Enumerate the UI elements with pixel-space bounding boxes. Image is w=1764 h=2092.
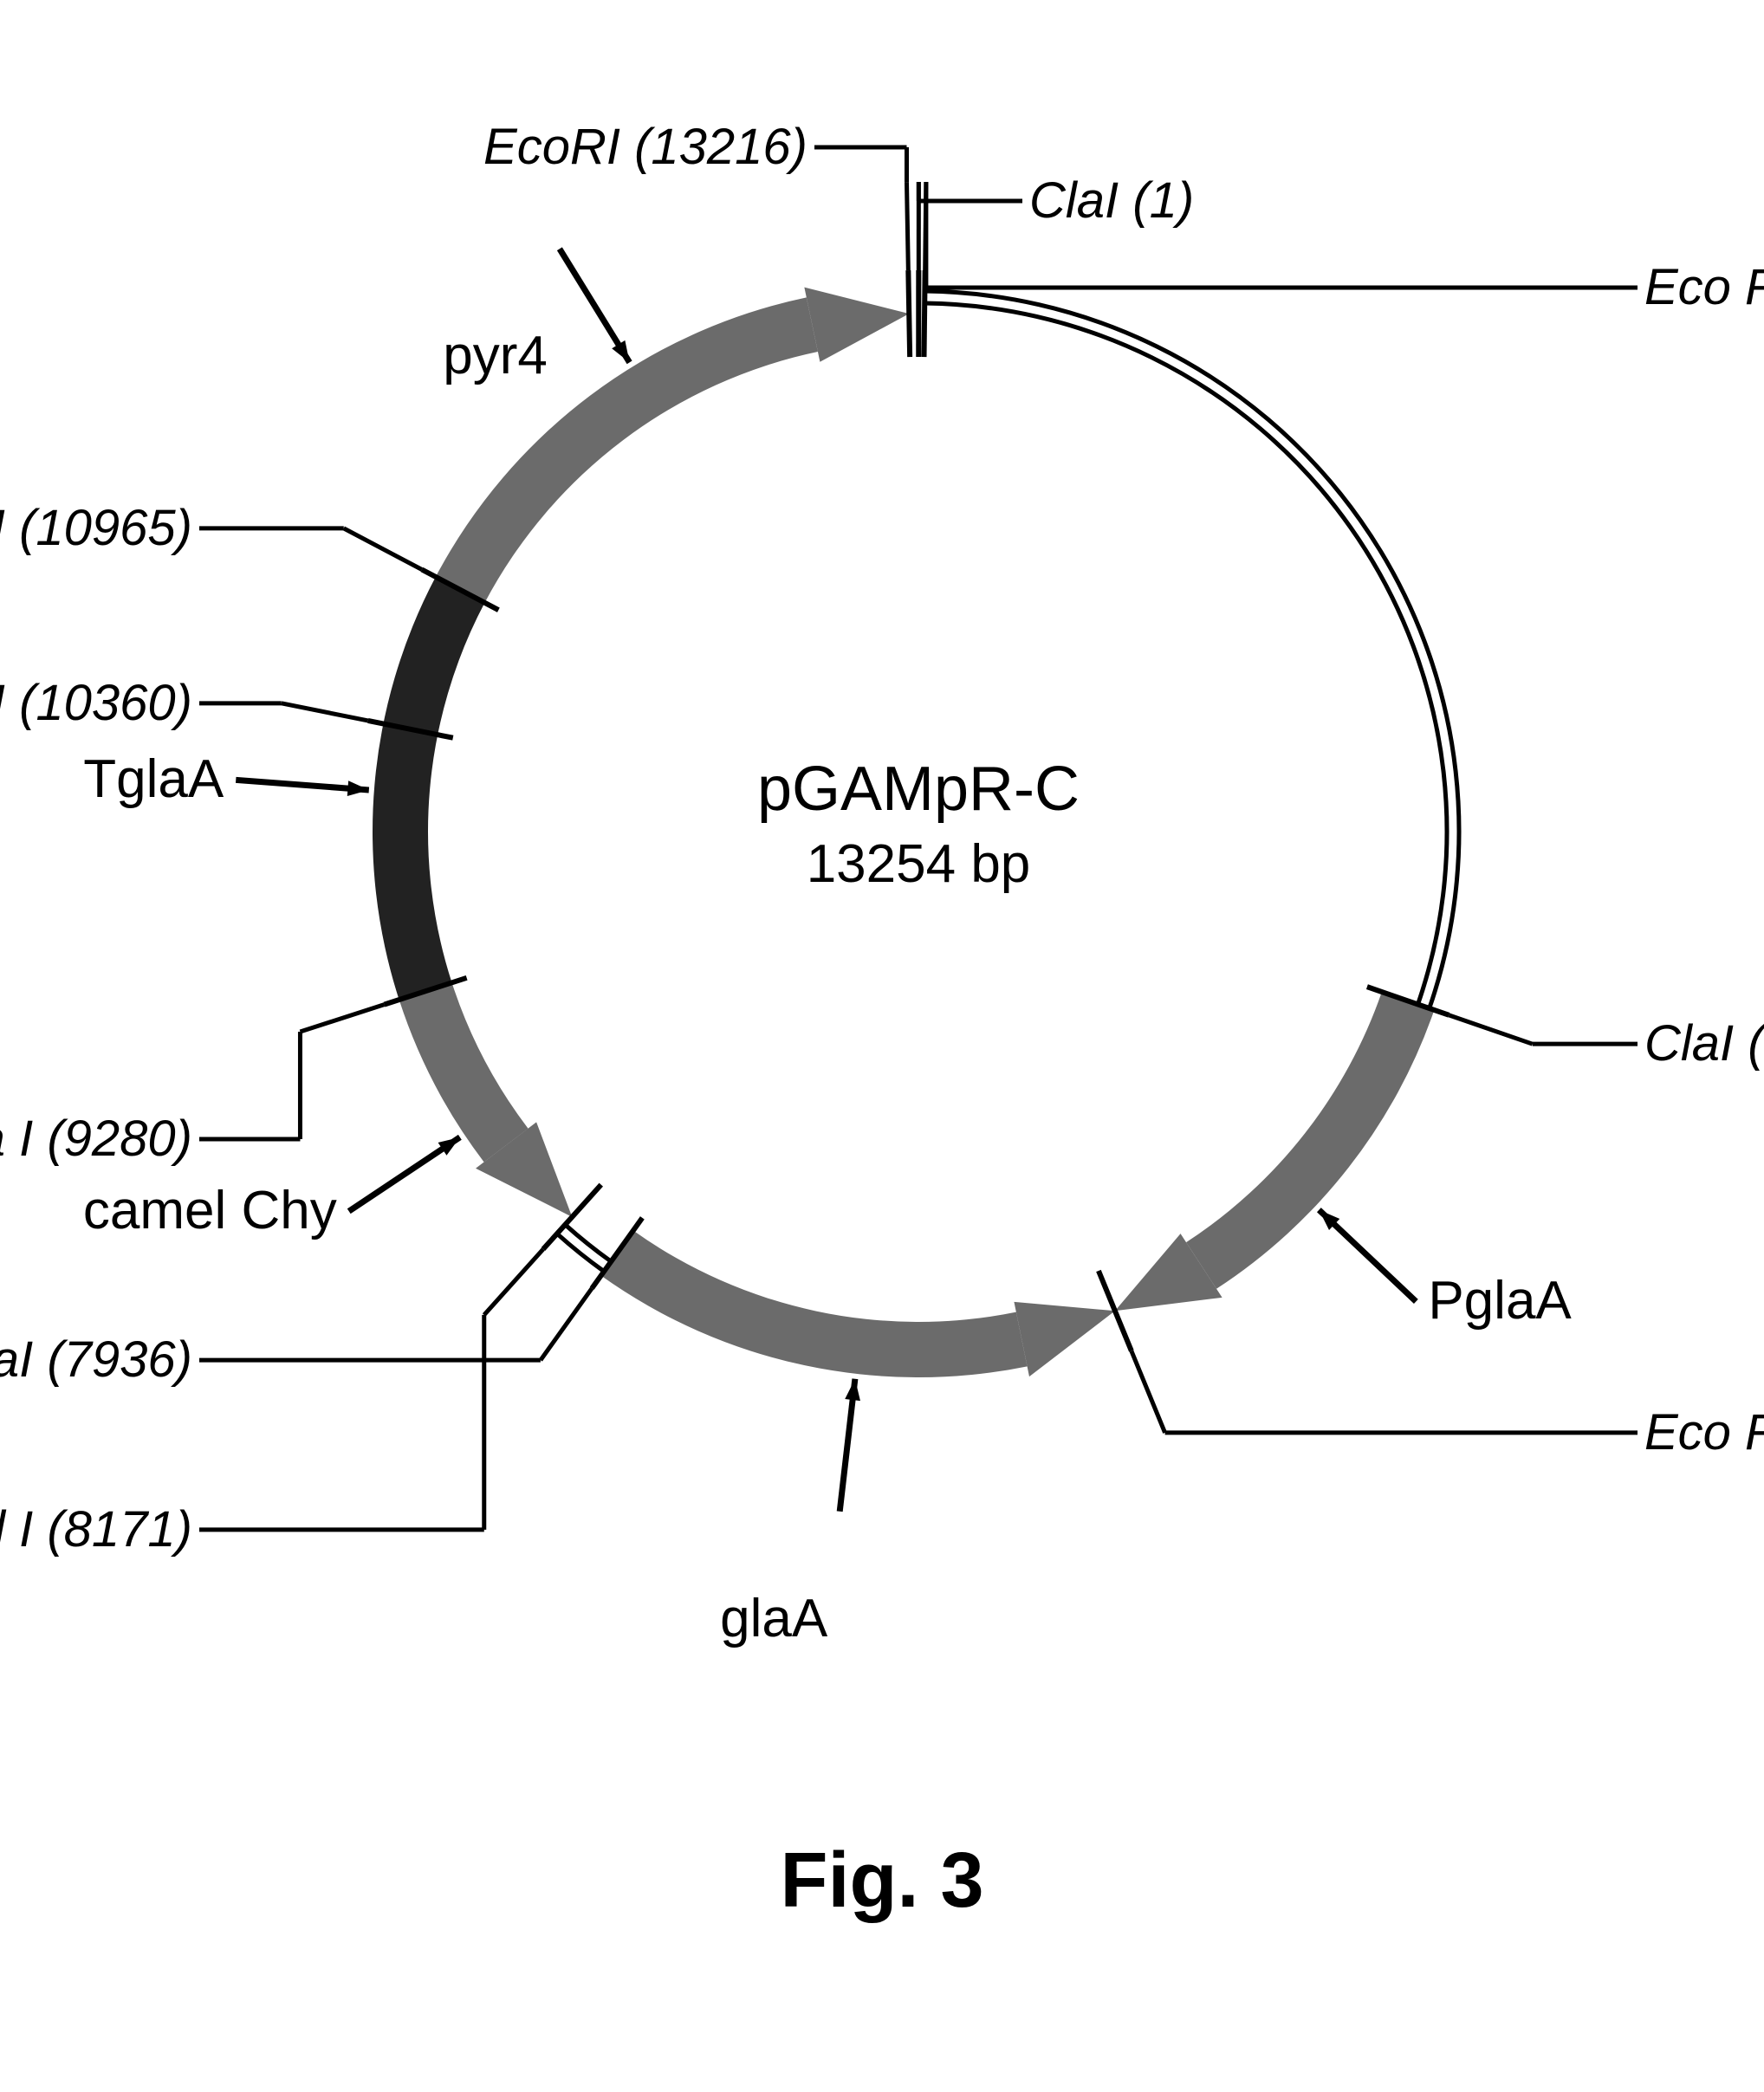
feature-label-glaA: glaA [720,1588,827,1649]
backbone-gap-i [565,1225,611,1262]
cutsite-label-4016: ClaI (4016) [1644,1014,1764,1072]
cutsite-label-7936: ClaI (7936) [0,1331,192,1389]
leader-a-9280 [300,1005,384,1032]
segment-arrow-glaA [1014,1302,1114,1376]
leader-a-4016 [1449,1015,1532,1044]
cutsite-label-25: Eco RI (25) [1644,258,1764,316]
page: pGAMpR-C 13254 bp EcoRI (13216) ClaI (1) E… [0,0,1764,2092]
backbone-inner [924,303,1447,1004]
segment-arrow-pyr4 [804,288,909,362]
cutsite-label-10965: Cla I (10965) [0,499,192,557]
feature-label-camel Chy: camel Chy [83,1180,337,1241]
feature-label-PglaA: PglaA [1428,1270,1571,1331]
cutsite-label-13216: EcoRI (13216) [483,118,807,176]
backbone-outer [924,291,1459,1008]
plasmid-map [0,0,1764,2092]
figure-caption: Fig. 3 [0,1836,1764,1926]
leader-a-7936 [541,1288,592,1360]
cutsite-label-1: ClaI (1) [1029,172,1194,230]
leader-a-13216 [906,182,908,270]
segment-TglaA [373,577,484,1000]
segment-camel Chy [399,982,529,1162]
leader-a-10965 [344,528,422,570]
cutsite-label-5806: Eco RI (5806) [1644,1403,1764,1461]
cutsite-label-9280: Xba I (9280) [0,1110,192,1168]
leader-a-10360 [282,703,368,721]
cutsite-label-10360: EcoRI (10360) [0,674,192,732]
tick-13216 [908,270,910,357]
leader-a-8171 [484,1249,543,1315]
segment-PglaA [1186,992,1434,1289]
leader-a-5806 [1132,1351,1165,1433]
feature-label-TglaA: TglaA [83,748,224,810]
segment-glaA [601,1230,1028,1377]
plasmid-size: 13254 bp [658,833,1178,895]
cutsite-label-8171: Pml I (8171) [0,1500,192,1558]
plasmid-name: pGAMpR-C [658,754,1178,825]
feature-label-pyr4: pyr4 [443,325,548,386]
plasmid-title-block: pGAMpR-C 13254 bp [658,754,1178,895]
